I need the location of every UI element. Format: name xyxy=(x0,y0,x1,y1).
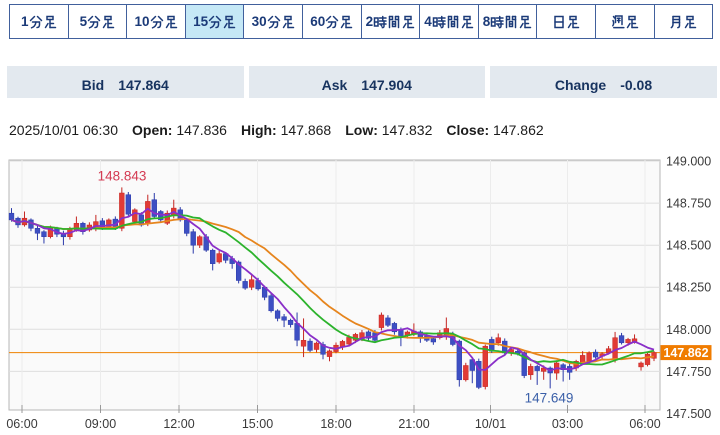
svg-text:06:00: 06:00 xyxy=(6,417,37,431)
svg-text:21:00: 21:00 xyxy=(398,417,429,431)
svg-text:148.750: 148.750 xyxy=(666,197,711,211)
svg-text:148.500: 148.500 xyxy=(666,239,711,253)
svg-text:12:00: 12:00 xyxy=(163,417,194,431)
svg-text:15:00: 15:00 xyxy=(242,417,273,431)
svg-text:03:00: 03:00 xyxy=(552,417,583,431)
svg-text:147.862: 147.862 xyxy=(663,346,708,360)
svg-text:148.250: 148.250 xyxy=(666,281,711,295)
svg-text:06:00: 06:00 xyxy=(629,417,660,431)
svg-text:148.000: 148.000 xyxy=(666,323,711,337)
svg-text:149.000: 149.000 xyxy=(666,155,711,169)
svg-text:147.500: 147.500 xyxy=(666,407,711,421)
svg-text:148.843: 148.843 xyxy=(98,169,147,184)
svg-text:10/01: 10/01 xyxy=(475,417,506,431)
svg-text:147.750: 147.750 xyxy=(666,365,711,379)
svg-text:147.649: 147.649 xyxy=(525,391,574,406)
svg-text:18:00: 18:00 xyxy=(320,417,351,431)
svg-text:09:00: 09:00 xyxy=(85,417,116,431)
